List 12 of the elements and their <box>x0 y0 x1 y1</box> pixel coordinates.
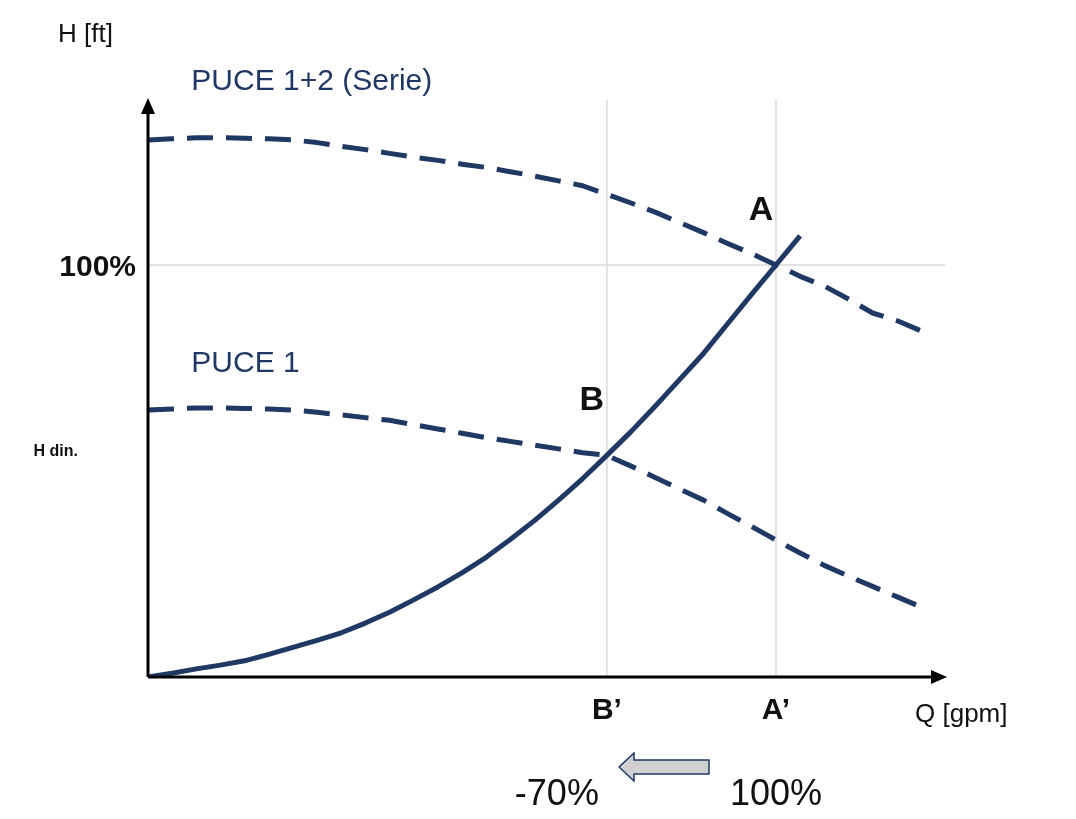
x-tick-label: A’ <box>761 692 791 726</box>
text: 100% <box>59 249 136 283</box>
series-label: PUCE 1 <box>191 345 300 379</box>
text: H din. <box>33 442 78 459</box>
x-tick-label: B’ <box>591 692 622 726</box>
annotation: B <box>579 379 605 418</box>
annotation: A <box>748 189 774 228</box>
text: -70% <box>514 772 599 813</box>
series-label: PUCE 1+2 (Serie) <box>191 62 433 96</box>
x-axis-title: Q [gpm] <box>915 698 1008 728</box>
text: 100% <box>729 772 822 813</box>
y-axis-title: H [ft] <box>58 18 113 48</box>
